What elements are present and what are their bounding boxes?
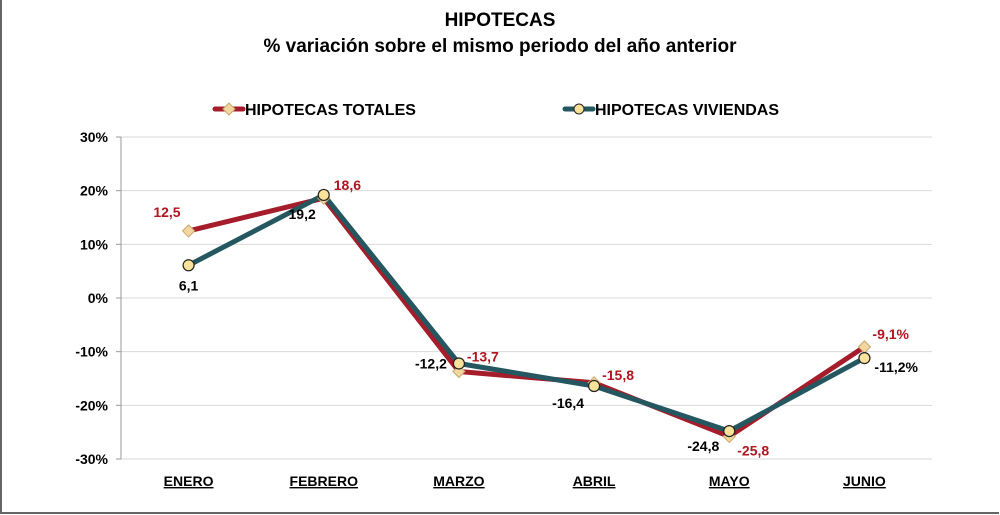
- chart-title: HIPOTECAS: [444, 10, 556, 31]
- y-tick-label: -30%: [75, 451, 108, 467]
- data-label: -25,8: [737, 442, 769, 458]
- data-point-circle: [182, 259, 195, 272]
- data-point-circle: [452, 357, 466, 370]
- data-label: 6,1: [179, 277, 199, 293]
- data-label: 12,5: [153, 204, 180, 220]
- data-label: -24,8: [687, 438, 719, 454]
- data-label: 19,2: [289, 206, 316, 222]
- x-tick-label: MAYO: [709, 473, 750, 489]
- y-tick-label: 10%: [80, 236, 109, 252]
- series-line-viviendas: [187, 192, 866, 434]
- y-tick-label: 30%: [80, 129, 109, 145]
- y-tick-label: 20%: [80, 183, 109, 199]
- y-tick-label: -10%: [75, 344, 108, 360]
- data-label: -15,8: [602, 367, 634, 383]
- chart-subtitle: % variación sobre el mismo periodo del a…: [263, 36, 737, 57]
- data-point-circle: [723, 424, 736, 438]
- data-label: -16,4: [552, 395, 584, 411]
- x-tick-label: MARZO: [433, 473, 484, 489]
- data-point-circle: [317, 188, 330, 202]
- legend-label-viviendas: HIPOTECAS VIVIENDAS: [595, 102, 779, 119]
- data-label: -11,2%: [874, 359, 918, 375]
- data-label: -12,2: [415, 355, 447, 371]
- y-tick-label: -20%: [75, 397, 108, 413]
- x-tick-label: ABRIL: [573, 473, 616, 489]
- legend-circle-icon: [573, 103, 585, 115]
- data-label: -13,7: [467, 349, 499, 365]
- x-tick-label: FEBRERO: [290, 473, 359, 489]
- legend-diamond-icon: [222, 102, 236, 116]
- data-point-circle: [587, 379, 601, 393]
- series-line-totales: [187, 195, 866, 439]
- legend-label-totales: HIPOTECAS TOTALES: [245, 102, 416, 119]
- x-tick-label: JUNIO: [843, 473, 886, 489]
- data-label: -9,1%: [872, 326, 909, 342]
- y-tick-label: 0%: [88, 290, 109, 306]
- data-label: 18,6: [334, 177, 361, 193]
- data-point-circle: [858, 352, 871, 365]
- data-point-diamond: [181, 224, 196, 238]
- x-tick-label: ENERO: [164, 473, 214, 489]
